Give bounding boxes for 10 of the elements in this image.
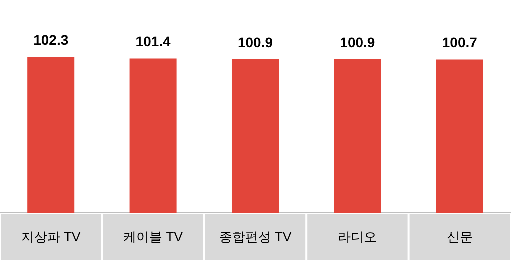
data-label: 100.7 <box>442 34 478 51</box>
x-tick-label: 종합편성 TV <box>219 229 292 244</box>
x-tick-label: 케이블 TV <box>124 229 184 244</box>
x-tick-label: 신문 <box>446 229 473 244</box>
data-label: 102.3 <box>34 32 69 48</box>
data-label: 101.4 <box>136 34 172 50</box>
data-label: 100.9 <box>238 34 274 50</box>
data-label: 100.9 <box>340 34 376 50</box>
x-tick-label: 라디오 <box>338 229 378 244</box>
x-tick-label: 지상파 TV <box>21 229 82 244</box>
